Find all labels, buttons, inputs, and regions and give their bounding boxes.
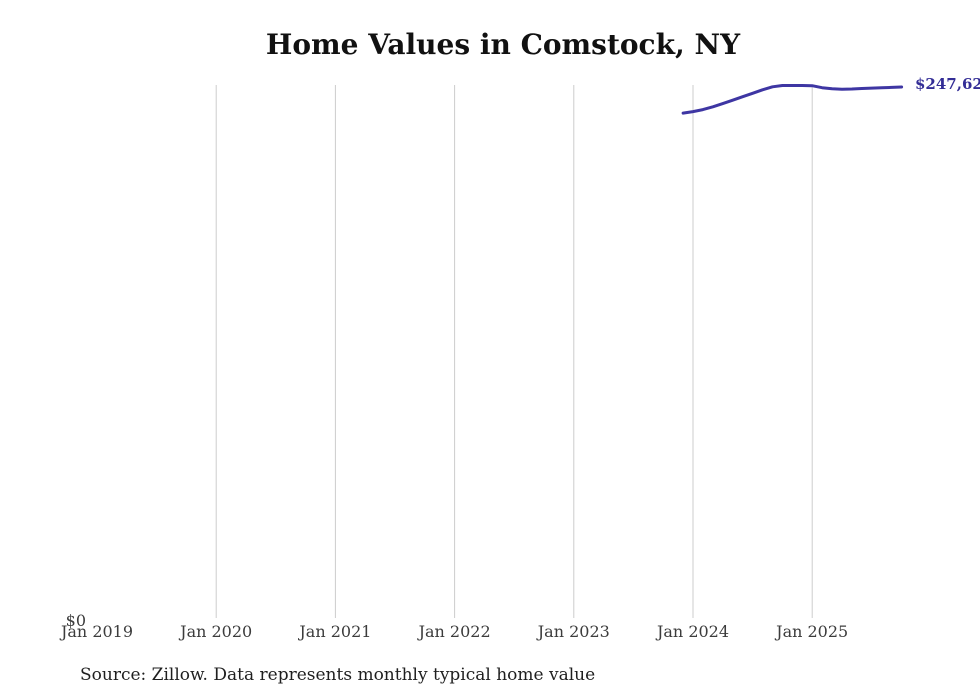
x-tick-label: Jan 2022 (418, 622, 491, 641)
x-tick-label: Jan 2020 (180, 622, 253, 641)
x-tick-label: Jan 2023 (537, 622, 610, 641)
x-tick-label: Jan 2019 (60, 622, 134, 641)
home-value-series-line (681, 84, 904, 115)
chart-title: Home Values in Comstock, NY (265, 28, 741, 61)
y-axis-zero-label: $0 (65, 611, 86, 630)
x-tick-label: Jan 2021 (299, 622, 372, 641)
x-tick-label: Jan 2025 (776, 622, 849, 641)
series-end-value-label: $247,622 (915, 75, 980, 93)
x-tick-label: Jan 2024 (656, 622, 730, 641)
source-note: Source: Zillow. Data represents monthly … (80, 665, 596, 685)
